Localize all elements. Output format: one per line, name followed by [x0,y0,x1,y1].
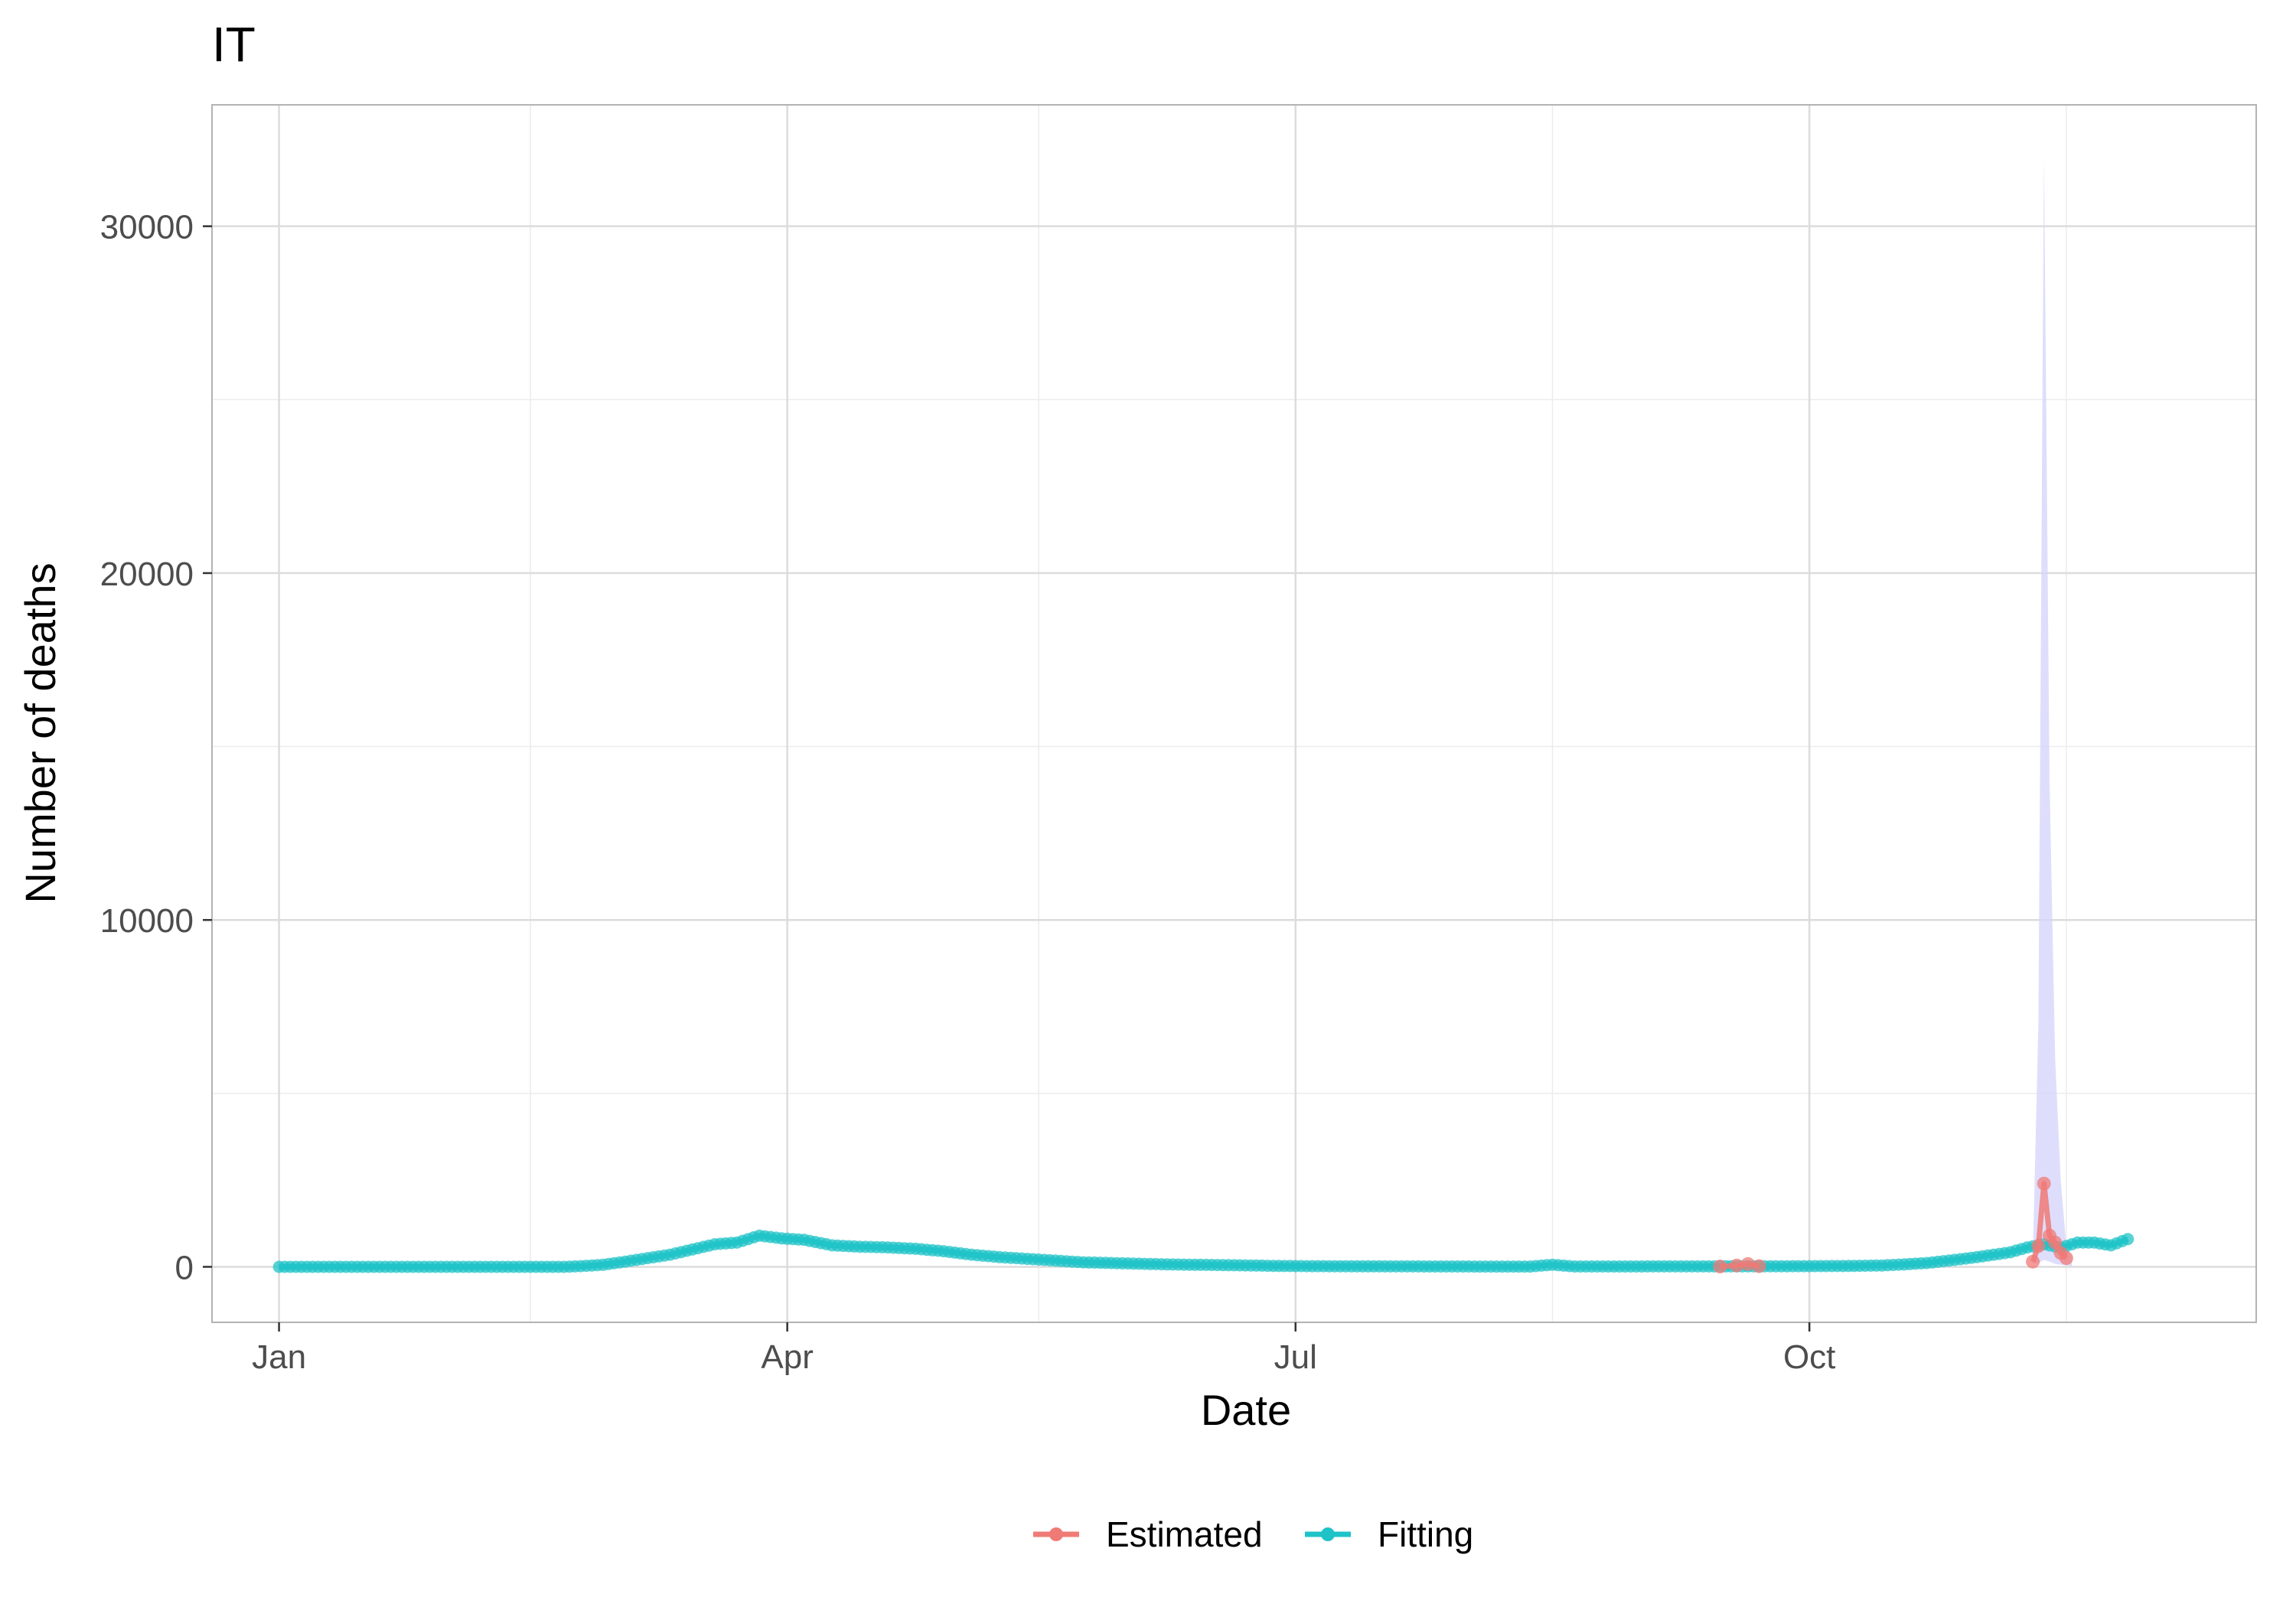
y-axis-title: Number of deaths [16,562,64,903]
legend-item-estimated: Estimated [1033,1514,1263,1554]
legend-label: Fitting [1378,1514,1473,1554]
data-point-estimated [1713,1260,1727,1273]
data-point-estimated [1752,1259,1766,1273]
legend-label: Estimated [1106,1514,1263,1554]
x-tick-label: Oct [1783,1338,1835,1376]
legend-key-point [1049,1527,1063,1541]
legend: Estimated Fitting [1033,1514,1473,1554]
x-axis-title: Date [1201,1386,1291,1434]
panel-border [211,104,2257,1323]
data-point-fitting [2122,1233,2135,1246]
data-point-estimated [2026,1254,2040,1269]
series-estimated [1713,1176,2073,1273]
data-point-estimated [2048,1235,2063,1250]
data-point-estimated [1730,1258,1744,1273]
y-tick-label: 10000 [100,902,194,940]
legend-item-fitting: Fitting [1305,1514,1473,1554]
axes: 0 10000 20000 30000 Jan Apr Jul Oct [100,209,1836,1376]
data-point-estimated [2031,1239,2046,1253]
estimate-interval-band [2033,157,2073,1266]
data-point-estimated [2037,1176,2051,1191]
y-tick-label: 20000 [100,556,194,593]
data-point-estimated [1740,1257,1755,1271]
x-tick-label: Jul [1274,1338,1317,1376]
chart-title: IT [212,17,256,72]
x-tick-label: Jan [252,1338,306,1376]
y-tick-label: 30000 [100,209,194,246]
confidence-band [2033,157,2073,1266]
x-tick-label: Apr [761,1338,813,1376]
y-tick-label: 0 [175,1249,194,1286]
grid [212,105,2256,1322]
series-layer [272,1176,2135,1273]
data-point-estimated [2059,1251,2073,1266]
legend-key-point [1321,1527,1335,1541]
